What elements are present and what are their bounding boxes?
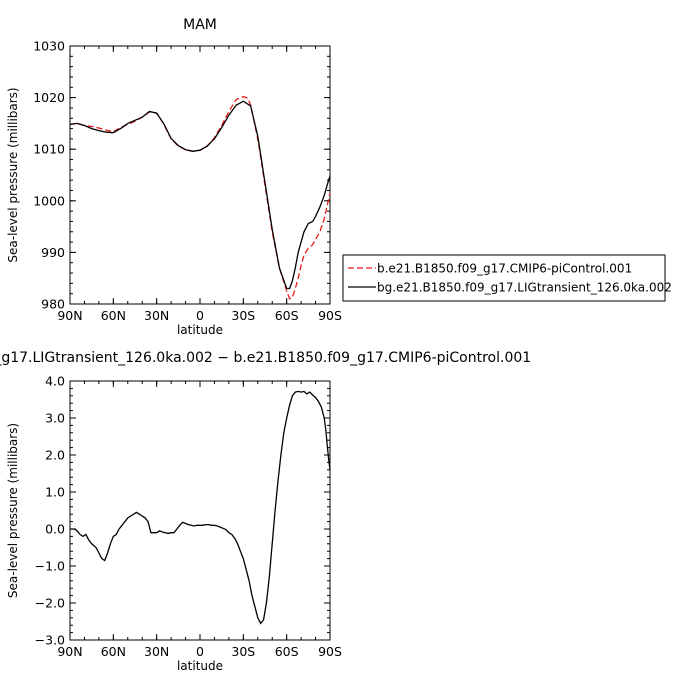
x-tick-label: 90S xyxy=(318,644,342,659)
y-tick-label: −1.0 xyxy=(35,559,65,574)
x-tick-label: 0 xyxy=(196,308,204,323)
chart-title: MAM xyxy=(183,17,217,33)
x-tick-label: 30N xyxy=(144,308,169,323)
y-tick-label: −2.0 xyxy=(35,596,65,611)
x-axis-label: latitude xyxy=(177,659,223,673)
y-tick-label: 990 xyxy=(41,245,65,260)
y-axis-label: Sea-level pressure (millibars) xyxy=(6,87,20,262)
x-tick-label: 90S xyxy=(318,308,342,323)
x-tick-label: 60N xyxy=(101,308,126,323)
legend-box xyxy=(342,254,666,302)
x-tick-label: 90N xyxy=(57,308,82,323)
y-tick-label: 1030 xyxy=(33,39,65,54)
y-axis-label: Sea-level pressure (millibars) xyxy=(6,423,20,598)
y-tick-label: 1000 xyxy=(33,193,65,208)
plot-frame xyxy=(69,45,331,305)
chart-title: bg.e21.B1850.f09_g17.LIGtransient_126.0k… xyxy=(0,350,531,366)
x-tick-label: 60S xyxy=(275,308,299,323)
series-line-2 xyxy=(69,100,331,290)
x-tick-label: 60N xyxy=(101,644,126,659)
y-tick-label: 1010 xyxy=(33,142,65,157)
x-tick-label: 0 xyxy=(196,644,204,659)
y-tick-label: 1.0 xyxy=(45,485,65,500)
x-tick-label: 30N xyxy=(144,644,169,659)
y-tick-label: −3.0 xyxy=(35,633,65,648)
x-axis-label: latitude xyxy=(177,323,223,337)
x-tick-label: 60S xyxy=(275,644,299,659)
x-tick-label: 30S xyxy=(231,644,255,659)
legend: b.e21.B1850.f09_g17.CMIP6-piControl.001b… xyxy=(342,254,672,302)
series-line-1 xyxy=(69,95,331,300)
y-tick-label: 0.0 xyxy=(45,522,65,537)
legend-label: b.e21.B1850.f09_g17.CMIP6-piControl.001 xyxy=(377,262,632,276)
legend-label: bg.e21.B1850.f09_g17.LIGtransient_126.0k… xyxy=(377,281,672,295)
x-tick-label: 90N xyxy=(57,644,82,659)
y-tick-label: 2.0 xyxy=(45,448,65,463)
x-tick-label: 30S xyxy=(231,308,255,323)
y-tick-label: 4.0 xyxy=(45,374,65,389)
series-line-1 xyxy=(70,390,331,625)
y-tick-label: 1020 xyxy=(33,90,65,105)
top-panel: MAM 90N 60N 30N 0 30S 60S 90S 980 990 1000 1010 1020… xyxy=(6,17,342,337)
y-tick-label: 980 xyxy=(41,297,65,312)
y-tick-label: 3.0 xyxy=(45,411,65,426)
bottom-panel: bg.e21.B1850.f09_g17.LIGtransient_126.0k… xyxy=(0,350,531,673)
plot-frame xyxy=(69,380,331,641)
